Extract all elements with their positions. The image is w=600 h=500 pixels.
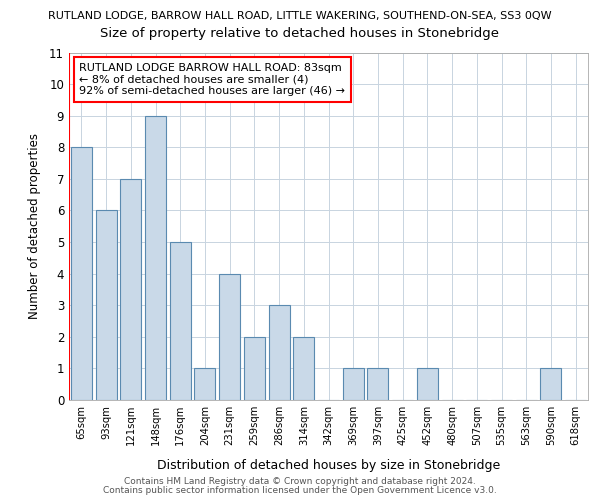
Bar — [244, 337, 265, 400]
Bar — [417, 368, 438, 400]
Text: Contains HM Land Registry data © Crown copyright and database right 2024.: Contains HM Land Registry data © Crown c… — [124, 478, 476, 486]
Text: Size of property relative to detached houses in Stonebridge: Size of property relative to detached ho… — [101, 28, 499, 40]
Bar — [170, 242, 191, 400]
Y-axis label: Number of detached properties: Number of detached properties — [28, 133, 41, 320]
Bar — [71, 148, 92, 400]
Bar — [269, 305, 290, 400]
Text: RUTLAND LODGE BARROW HALL ROAD: 83sqm
← 8% of detached houses are smaller (4)
92: RUTLAND LODGE BARROW HALL ROAD: 83sqm ← … — [79, 63, 346, 96]
Bar — [194, 368, 215, 400]
Bar — [120, 179, 141, 400]
Bar — [145, 116, 166, 400]
Text: Contains public sector information licensed under the Open Government Licence v3: Contains public sector information licen… — [103, 486, 497, 495]
Bar — [219, 274, 240, 400]
X-axis label: Distribution of detached houses by size in Stonebridge: Distribution of detached houses by size … — [157, 459, 500, 472]
Bar — [343, 368, 364, 400]
Text: RUTLAND LODGE, BARROW HALL ROAD, LITTLE WAKERING, SOUTHEND-ON-SEA, SS3 0QW: RUTLAND LODGE, BARROW HALL ROAD, LITTLE … — [48, 11, 552, 21]
Bar — [95, 210, 116, 400]
Bar — [541, 368, 562, 400]
Bar — [293, 337, 314, 400]
Bar — [367, 368, 388, 400]
